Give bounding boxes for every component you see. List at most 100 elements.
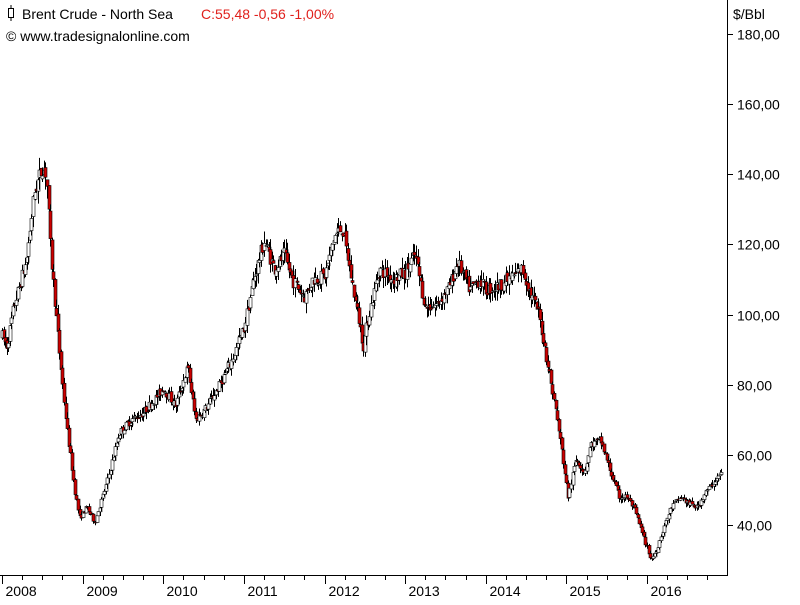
candle-body	[429, 307, 434, 310]
candle-body	[50, 239, 55, 270]
candle-body	[536, 306, 541, 309]
candle-body	[648, 553, 653, 559]
y-axis-unit-label: $/Bbl	[733, 6, 765, 22]
candle-body	[45, 179, 50, 187]
candle-body	[48, 210, 53, 239]
y-axis: $/Bbl 40,00 60,00 80,00 100,00 120,00 140,00 1…	[727, 0, 780, 576]
candle-body	[169, 391, 174, 403]
candle-body	[608, 462, 613, 472]
candle-body	[671, 503, 676, 510]
candle-body	[606, 460, 611, 463]
candle-body	[578, 465, 583, 469]
candle-body	[416, 256, 421, 265]
candle-body	[459, 260, 464, 274]
candle-body	[20, 269, 25, 287]
candle-body	[304, 291, 309, 304]
candle-body	[11, 305, 16, 317]
candle-body	[585, 463, 590, 472]
candle-body	[102, 491, 107, 495]
candle-body	[65, 417, 70, 429]
x-tick-label: 2013	[409, 583, 440, 599]
candle-body	[719, 472, 724, 475]
candle-body	[71, 469, 76, 481]
candle-body	[293, 278, 298, 288]
candle-body	[91, 513, 96, 522]
candle-body	[417, 266, 422, 277]
candle-body	[602, 443, 607, 453]
candle-body	[617, 489, 622, 499]
candle-body	[333, 235, 338, 243]
candle-body	[367, 316, 372, 326]
candle-body	[564, 474, 569, 484]
candle-body	[499, 279, 504, 291]
candle-body	[73, 479, 78, 495]
y-tick-label: 180,00	[737, 27, 780, 43]
candle-body	[408, 263, 413, 273]
candle-body	[178, 390, 183, 393]
candle-body	[588, 447, 593, 458]
candle-body	[552, 393, 557, 400]
candle-body	[31, 196, 36, 217]
candle-body	[344, 230, 349, 247]
candle-body	[68, 445, 73, 453]
candle-body	[206, 403, 211, 410]
candle-body	[713, 481, 718, 485]
candle-body	[640, 526, 645, 534]
candle-body	[634, 507, 639, 515]
candle-body	[678, 498, 683, 501]
candle-body	[705, 489, 710, 492]
candle-body	[175, 397, 180, 406]
candle-body	[110, 459, 115, 471]
x-tick-label: 2011	[248, 583, 278, 599]
candle-body	[315, 278, 320, 284]
candle-body	[533, 295, 538, 301]
candle-body	[136, 417, 141, 419]
candle-body	[637, 518, 642, 525]
candle-body	[614, 481, 619, 486]
candle-body	[295, 280, 300, 283]
x-tick-label: 2008	[6, 583, 37, 599]
candle-body	[507, 275, 512, 285]
candle-body	[40, 175, 45, 180]
candle-body	[299, 292, 304, 295]
candle-body	[62, 382, 67, 403]
instrument-name: Brent Crude - North Sea	[22, 6, 173, 22]
candle-body	[47, 185, 52, 210]
candle-body	[409, 257, 414, 265]
chart-header: Brent Crude - North Sea C:55,48 -0,56 -1…	[6, 5, 334, 44]
candle-body	[28, 230, 33, 241]
candle-body	[316, 283, 321, 286]
candle-body	[369, 303, 374, 318]
candle-body	[116, 437, 121, 443]
x-tick-label: 2016	[651, 583, 682, 599]
candle-body	[113, 446, 118, 457]
candle-body	[57, 329, 62, 354]
candle-body	[192, 398, 197, 412]
candle-body	[546, 360, 551, 368]
candle-body	[586, 455, 591, 463]
candle-body	[350, 280, 355, 283]
candle-body	[181, 380, 186, 388]
candle-body	[81, 510, 86, 518]
candle-body	[575, 460, 580, 463]
candle-body	[99, 498, 104, 508]
candle-body	[197, 414, 202, 422]
candle-body	[659, 536, 664, 541]
candle-body	[51, 271, 56, 280]
candle-body	[567, 487, 572, 498]
candle-body	[130, 418, 135, 423]
candle-body	[355, 302, 360, 308]
candle-body	[29, 218, 34, 231]
candle-body	[378, 267, 383, 277]
quote-text: C:55,48 -0,56 -1,00%	[201, 6, 334, 22]
candle-body	[375, 279, 380, 284]
candle-body	[60, 367, 65, 385]
candle-body	[76, 498, 81, 511]
candle-body	[357, 307, 362, 324]
candle-body	[561, 449, 566, 465]
candle-body	[513, 272, 518, 274]
candle-body	[600, 441, 605, 446]
candle-body	[423, 304, 428, 306]
